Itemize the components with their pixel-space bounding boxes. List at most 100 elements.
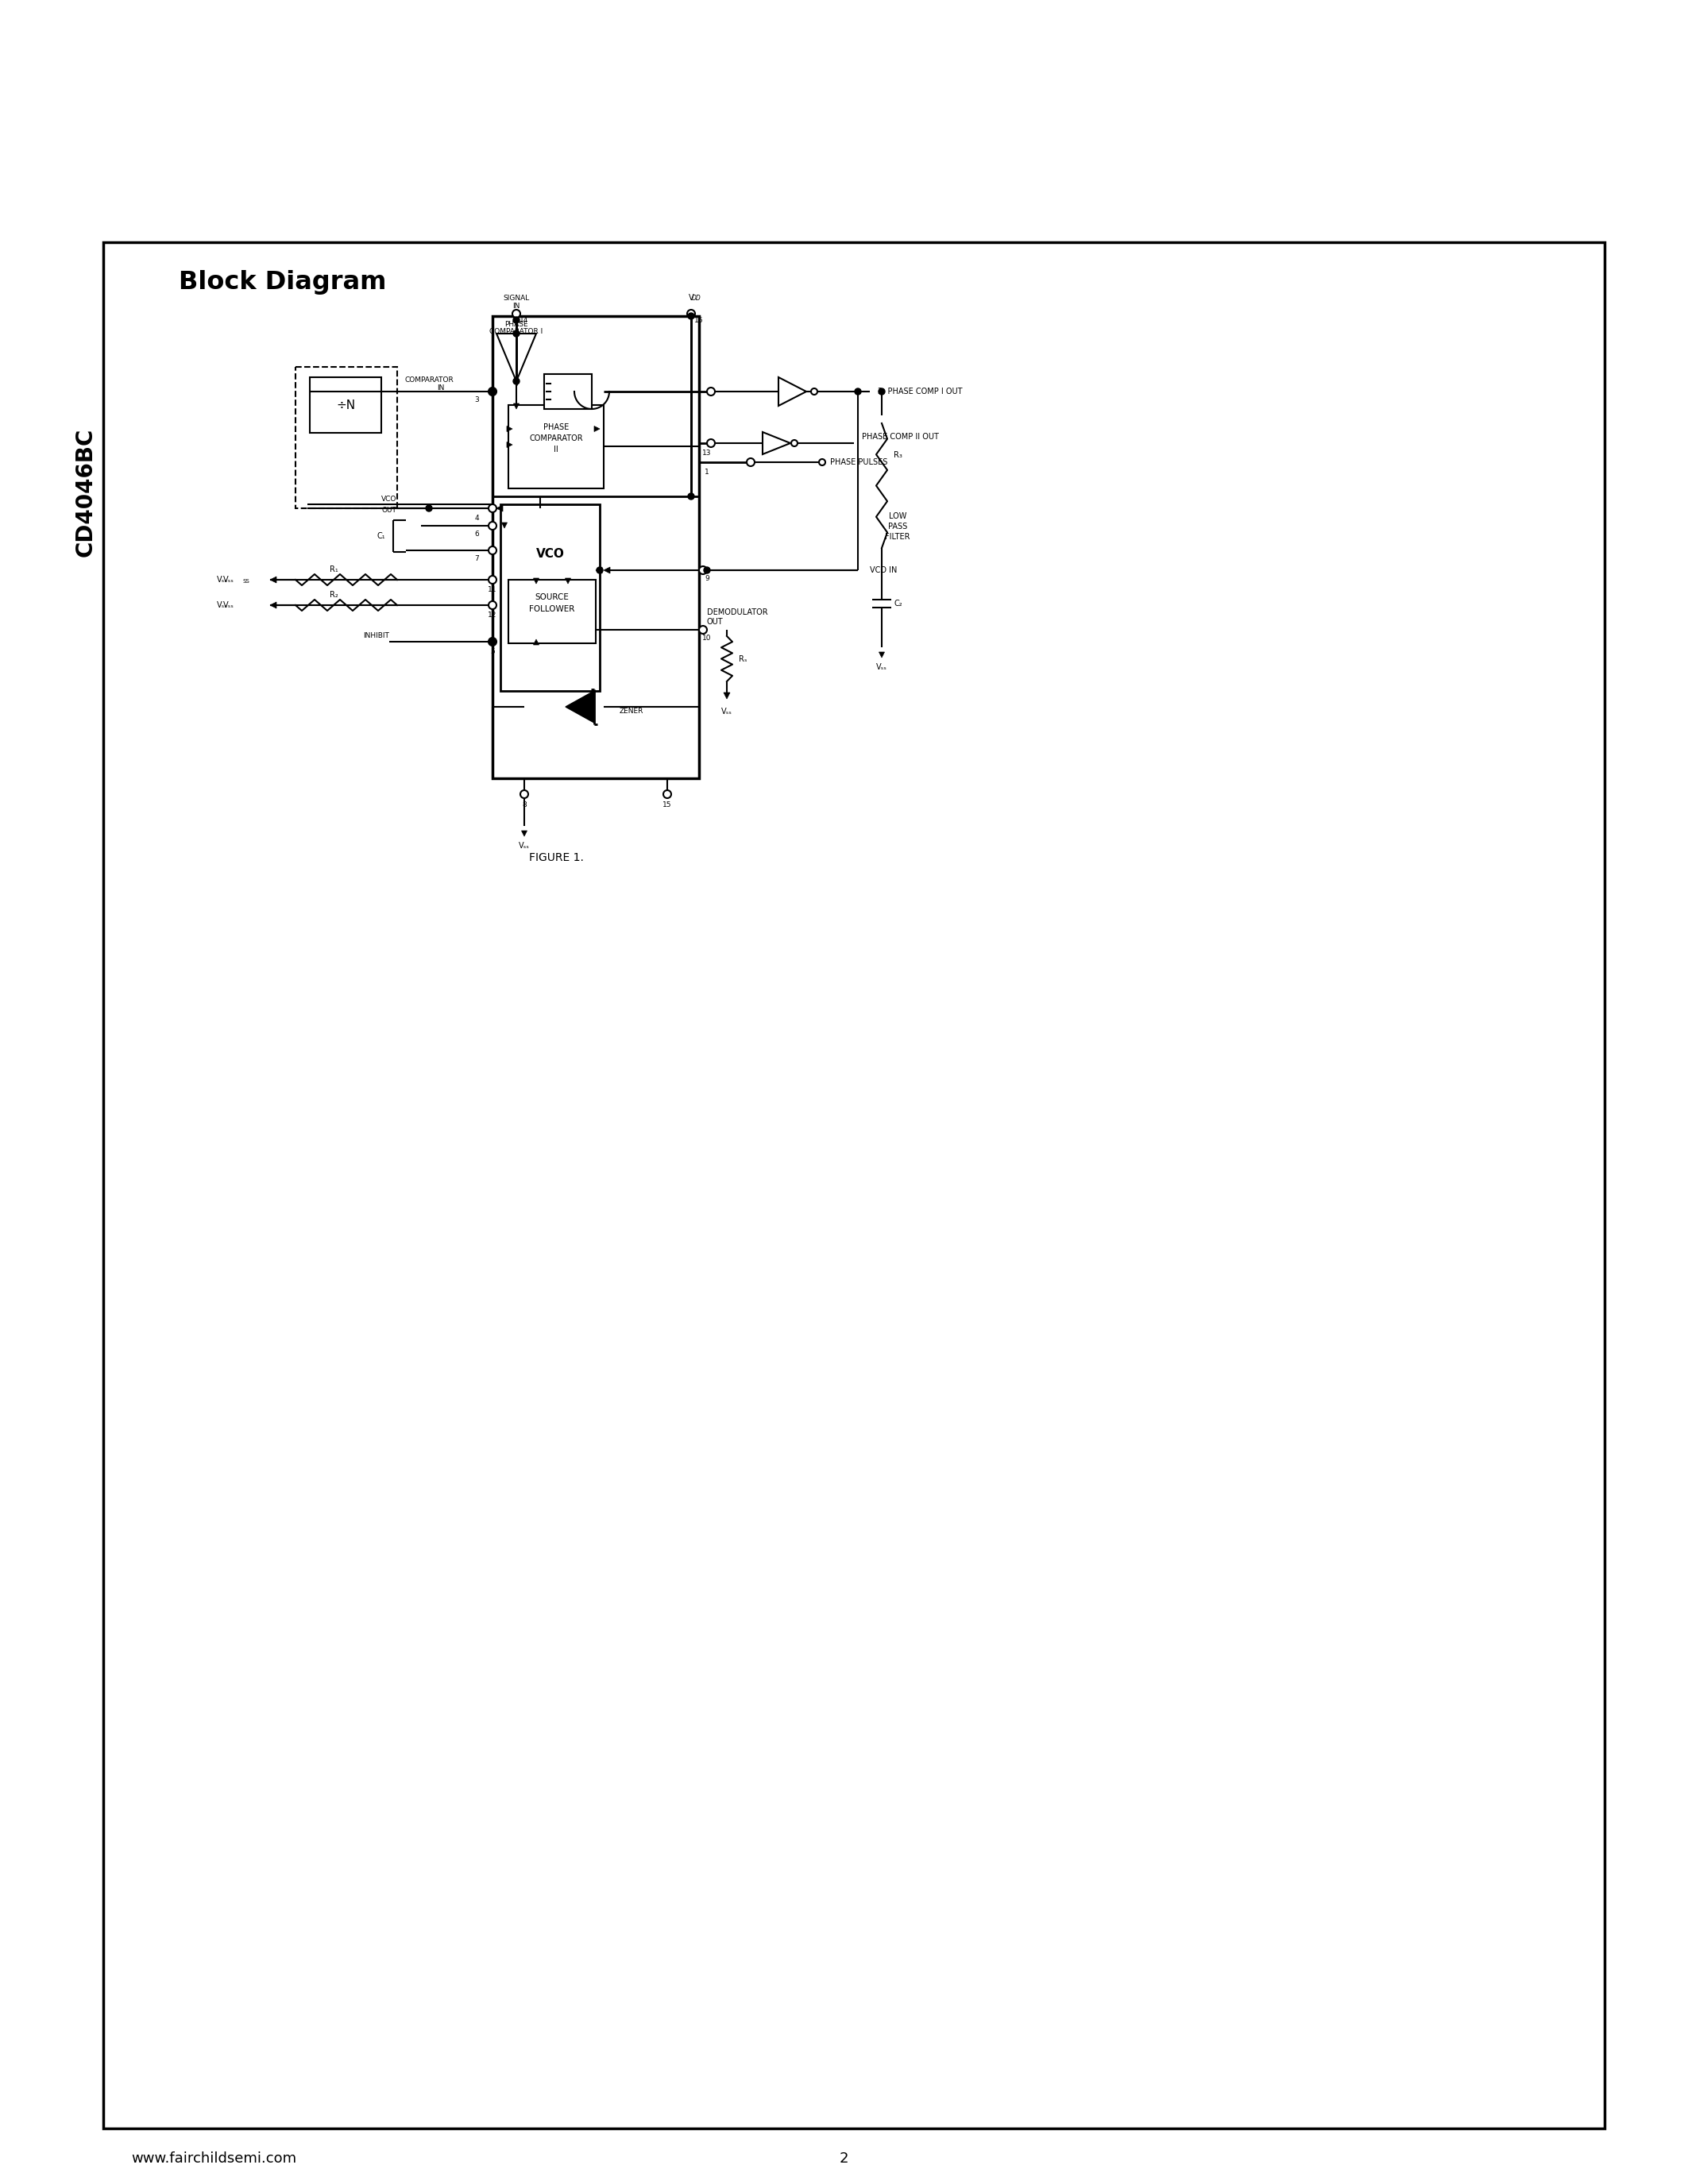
Circle shape xyxy=(488,522,496,531)
Bar xyxy=(508,579,596,644)
Circle shape xyxy=(596,568,603,574)
Circle shape xyxy=(819,459,825,465)
Polygon shape xyxy=(604,568,609,574)
Circle shape xyxy=(488,387,496,395)
Text: SIGNAL: SIGNAL xyxy=(503,295,530,301)
Circle shape xyxy=(704,568,711,574)
Text: PHASE COMP II OUT: PHASE COMP II OUT xyxy=(863,432,939,441)
Text: VCO: VCO xyxy=(381,496,397,502)
Circle shape xyxy=(425,505,432,511)
Text: www.fairchildsemi.com: www.fairchildsemi.com xyxy=(132,2151,297,2167)
Text: 10: 10 xyxy=(702,633,712,642)
Text: ÷N: ÷N xyxy=(336,400,354,411)
Text: DD: DD xyxy=(692,295,701,301)
Polygon shape xyxy=(501,522,506,529)
Polygon shape xyxy=(506,426,513,432)
Circle shape xyxy=(513,330,520,336)
Text: INHIBIT: INHIBIT xyxy=(363,631,390,640)
Polygon shape xyxy=(270,577,277,583)
Circle shape xyxy=(707,439,716,448)
Text: C₂: C₂ xyxy=(893,601,901,607)
Text: 11: 11 xyxy=(488,585,496,592)
Bar xyxy=(311,378,381,432)
Text: 5: 5 xyxy=(490,649,495,655)
Polygon shape xyxy=(513,404,520,408)
Circle shape xyxy=(513,310,520,317)
Text: Vₛₛ: Vₛₛ xyxy=(223,601,235,609)
Bar xyxy=(493,317,699,778)
Polygon shape xyxy=(496,334,537,382)
Polygon shape xyxy=(565,690,594,723)
Bar xyxy=(500,505,599,690)
Circle shape xyxy=(488,577,496,583)
Text: COMPARATOR: COMPARATOR xyxy=(405,376,454,382)
Text: Vₛₛ: Vₛₛ xyxy=(216,601,228,609)
Polygon shape xyxy=(533,640,538,644)
Text: 2: 2 xyxy=(839,2151,847,2167)
Text: 9: 9 xyxy=(704,574,709,581)
Text: R₂: R₂ xyxy=(329,592,338,598)
Circle shape xyxy=(488,505,496,513)
Text: C₁: C₁ xyxy=(376,533,385,539)
Text: V: V xyxy=(689,295,694,301)
Circle shape xyxy=(854,389,861,395)
Text: Vₛₛ: Vₛₛ xyxy=(721,708,733,716)
Circle shape xyxy=(810,389,817,395)
Circle shape xyxy=(689,494,694,500)
Polygon shape xyxy=(596,568,603,574)
Circle shape xyxy=(663,791,672,797)
Circle shape xyxy=(746,459,755,465)
Circle shape xyxy=(488,601,496,609)
Polygon shape xyxy=(565,579,571,583)
Text: SS: SS xyxy=(243,579,250,583)
Text: FIGURE 1.: FIGURE 1. xyxy=(528,852,584,863)
Text: PHASE PULSES: PHASE PULSES xyxy=(830,459,888,465)
Circle shape xyxy=(513,378,520,384)
Text: 15: 15 xyxy=(663,802,672,808)
Polygon shape xyxy=(763,432,790,454)
Text: 7: 7 xyxy=(474,555,479,561)
Text: 4: 4 xyxy=(474,513,479,522)
Text: Vₛₛ: Vₛₛ xyxy=(518,841,530,850)
Polygon shape xyxy=(533,579,538,583)
Text: COMPARATOR: COMPARATOR xyxy=(530,435,582,443)
Text: 16: 16 xyxy=(694,317,704,323)
Bar xyxy=(295,367,397,509)
Text: LOW: LOW xyxy=(888,513,906,520)
Bar xyxy=(544,373,592,408)
Text: 12: 12 xyxy=(488,612,496,618)
Text: PHASE: PHASE xyxy=(544,424,569,430)
Polygon shape xyxy=(879,653,885,657)
Text: R₃: R₃ xyxy=(893,452,903,459)
Circle shape xyxy=(490,638,496,644)
Circle shape xyxy=(490,389,496,395)
Bar xyxy=(508,404,604,489)
Circle shape xyxy=(488,546,496,555)
Text: 13: 13 xyxy=(702,450,712,456)
Polygon shape xyxy=(522,830,527,836)
Polygon shape xyxy=(778,378,807,406)
Text: IN: IN xyxy=(437,384,444,391)
Text: 1: 1 xyxy=(704,467,709,476)
Polygon shape xyxy=(594,426,599,432)
Circle shape xyxy=(878,389,885,395)
Text: 6: 6 xyxy=(474,531,479,537)
Text: PHASE: PHASE xyxy=(505,321,528,328)
Text: FOLLOWER: FOLLOWER xyxy=(530,605,576,614)
Circle shape xyxy=(687,310,695,317)
Text: Block Diagram: Block Diagram xyxy=(179,269,387,295)
Circle shape xyxy=(707,387,716,395)
Text: Vₛₛ: Vₛₛ xyxy=(216,577,228,583)
Text: COMPARATOR I: COMPARATOR I xyxy=(490,328,544,334)
Text: II: II xyxy=(554,446,559,454)
Text: R₁: R₁ xyxy=(329,566,338,574)
Text: IN: IN xyxy=(513,301,520,310)
Text: OUT: OUT xyxy=(707,618,724,627)
Text: ZENER: ZENER xyxy=(619,708,643,714)
Circle shape xyxy=(699,627,707,633)
Text: FILTER: FILTER xyxy=(885,533,910,542)
Circle shape xyxy=(699,566,707,574)
Text: VCO IN: VCO IN xyxy=(869,566,896,574)
Polygon shape xyxy=(496,505,503,511)
Text: VCO: VCO xyxy=(535,548,564,559)
